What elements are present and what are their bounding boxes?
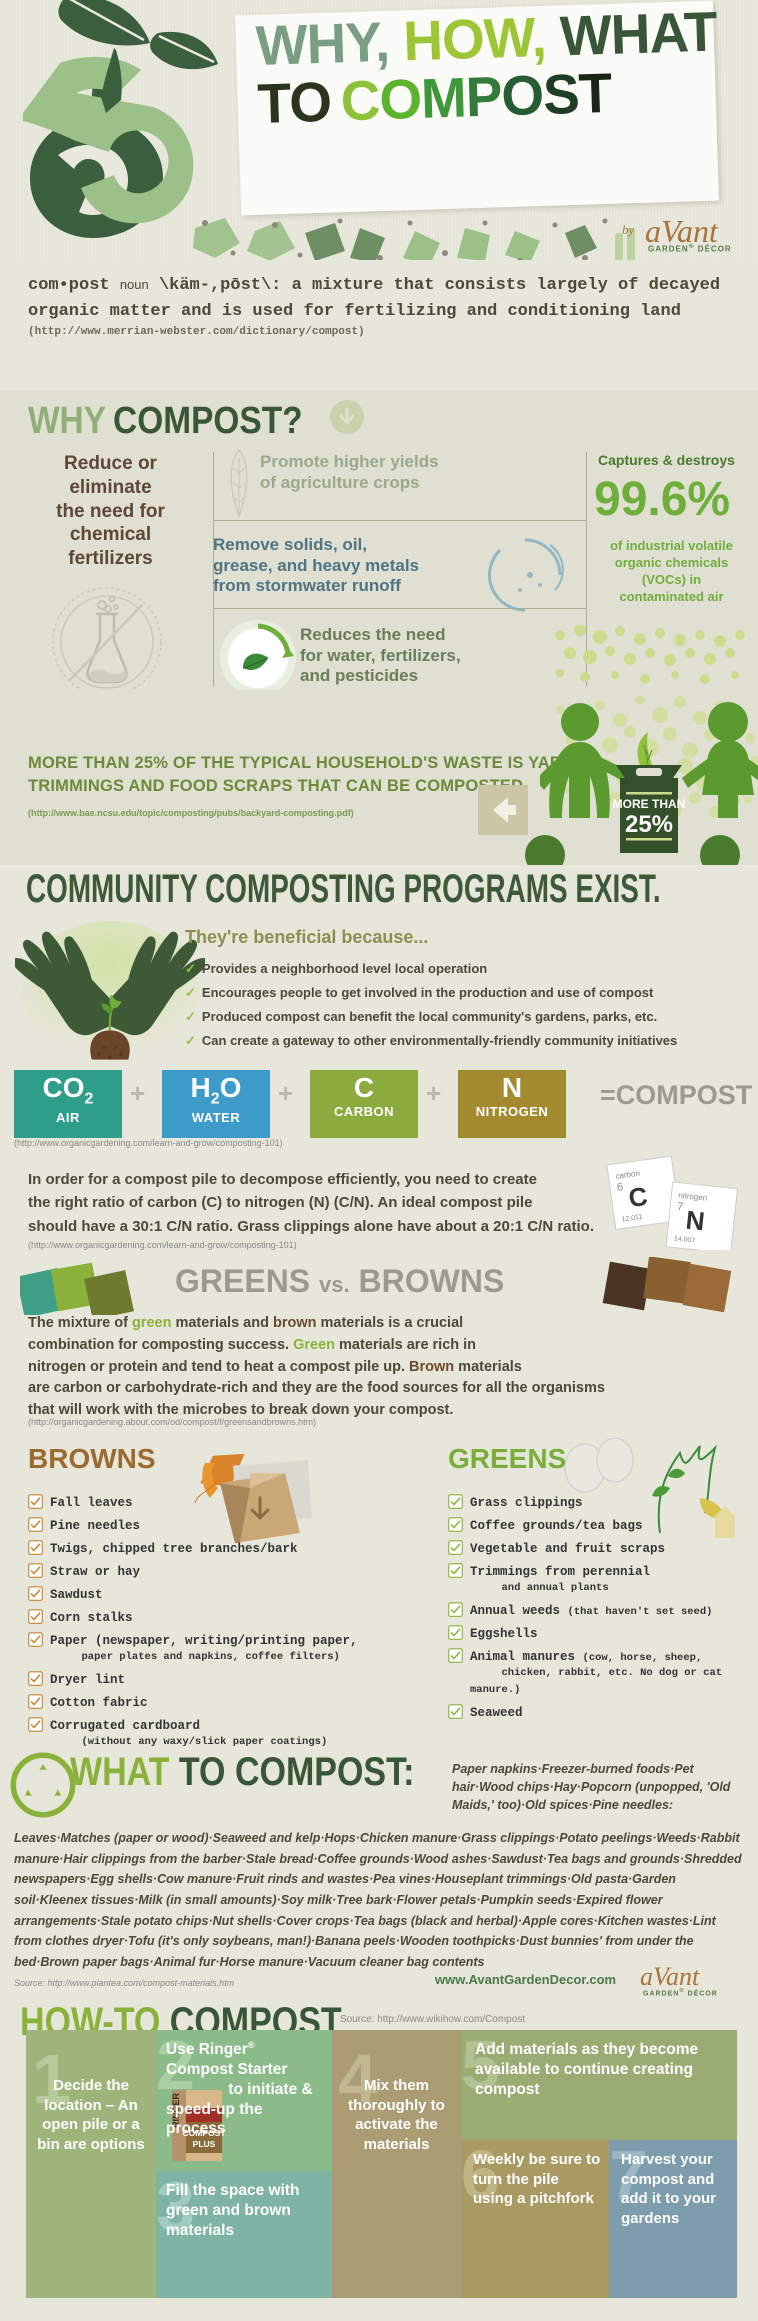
svg-text:MORE THAN: MORE THAN (613, 797, 686, 811)
svg-text:7: 7 (677, 1201, 684, 1214)
svg-text:25%: 25% (625, 811, 673, 838)
svg-text:N: N (684, 1205, 706, 1237)
svg-text:PLUS: PLUS (193, 2139, 216, 2149)
